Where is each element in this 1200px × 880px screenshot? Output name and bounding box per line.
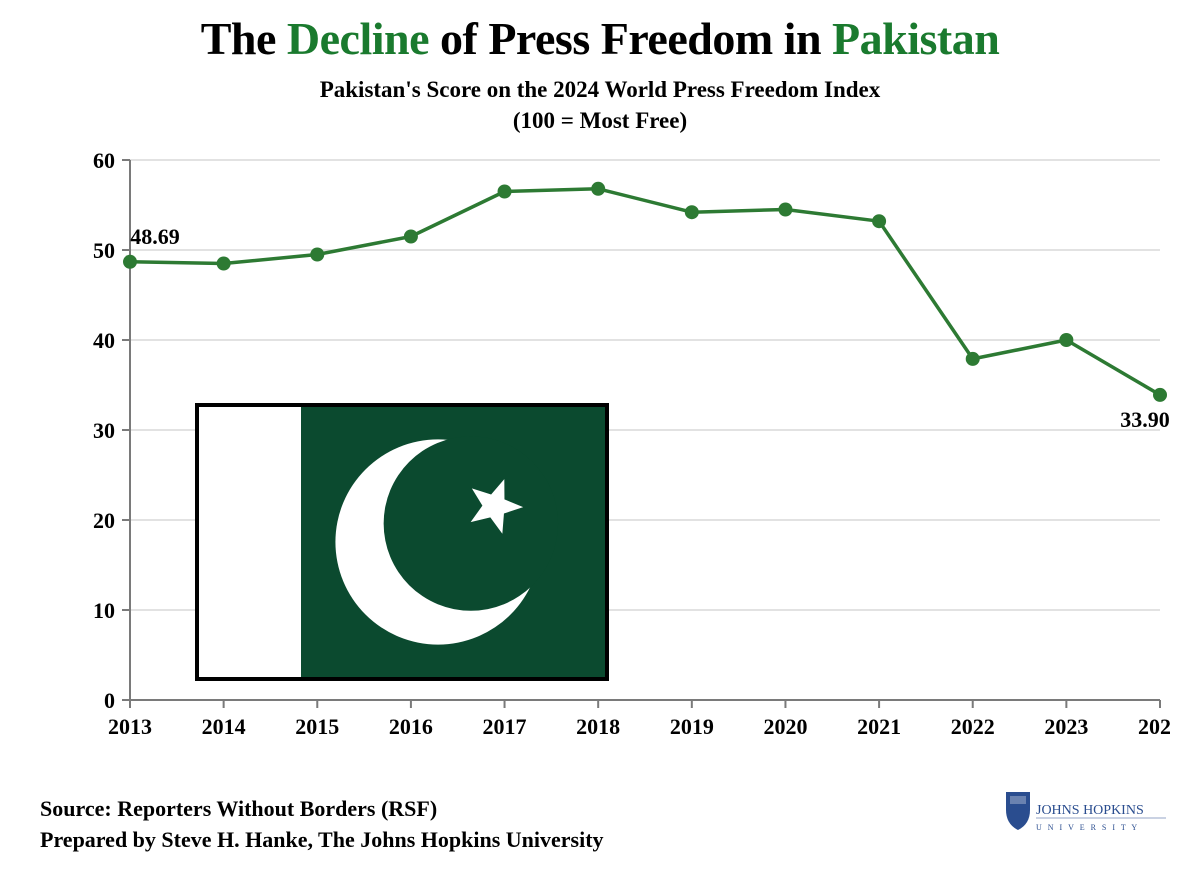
svg-text:2018: 2018	[576, 714, 620, 739]
chart-subtitle: Pakistan's Score on the 2024 World Press…	[0, 74, 1200, 136]
svg-text:2013: 2013	[108, 714, 152, 739]
svg-text:2015: 2015	[295, 714, 339, 739]
svg-text:40: 40	[93, 328, 115, 353]
subtitle-line2: (100 = Most Free)	[0, 105, 1200, 136]
footer-author: Prepared by Steve H. Hanke, The Johns Ho…	[40, 825, 604, 856]
footer: Source: Reporters Without Borders (RSF) …	[40, 794, 604, 856]
svg-text:20: 20	[93, 508, 115, 533]
svg-text:30: 30	[93, 418, 115, 443]
pakistan-flag	[195, 403, 609, 681]
title-accent1: Decline	[287, 13, 429, 64]
svg-text:60: 60	[93, 150, 115, 173]
svg-text:2017: 2017	[483, 714, 527, 739]
svg-text:2019: 2019	[670, 714, 714, 739]
svg-text:2020: 2020	[763, 714, 807, 739]
page: The Decline of Press Freedom in Pakistan…	[0, 0, 1200, 880]
svg-text:2016: 2016	[389, 714, 433, 739]
page-title: The Decline of Press Freedom in Pakistan	[0, 12, 1200, 65]
svg-text:50: 50	[93, 238, 115, 263]
svg-text:2023: 2023	[1044, 714, 1088, 739]
svg-text:2024: 2024	[1138, 714, 1170, 739]
flag-white-band	[199, 407, 301, 677]
footer-source: Source: Reporters Without Borders (RSF)	[40, 794, 604, 825]
flag-green-field	[301, 407, 606, 677]
svg-text:JOHNS HOPKINS: JOHNS HOPKINS	[1036, 803, 1144, 818]
svg-text:2021: 2021	[857, 714, 901, 739]
flag-inner	[199, 407, 605, 677]
svg-text:10: 10	[93, 598, 115, 623]
jhu-logo: JOHNS HOPKINS U N I V E R S I T Y	[1000, 786, 1170, 856]
flag-crescent-star	[301, 407, 606, 677]
jhu-logo-svg: JOHNS HOPKINS U N I V E R S I T Y	[1000, 786, 1170, 856]
svg-text:33.90: 33.90	[1120, 407, 1170, 432]
title-accent2: Pakistan	[832, 13, 999, 64]
svg-text:2014: 2014	[202, 714, 246, 739]
svg-text:2022: 2022	[951, 714, 995, 739]
svg-text:48.69: 48.69	[130, 224, 180, 249]
svg-text:0: 0	[104, 688, 115, 713]
title-mid: of Press Freedom in	[429, 13, 832, 64]
title-pre: The	[201, 13, 287, 64]
svg-text:U N I V E R S I T Y: U N I V E R S I T Y	[1036, 823, 1139, 832]
subtitle-line1: Pakistan's Score on the 2024 World Press…	[0, 74, 1200, 105]
